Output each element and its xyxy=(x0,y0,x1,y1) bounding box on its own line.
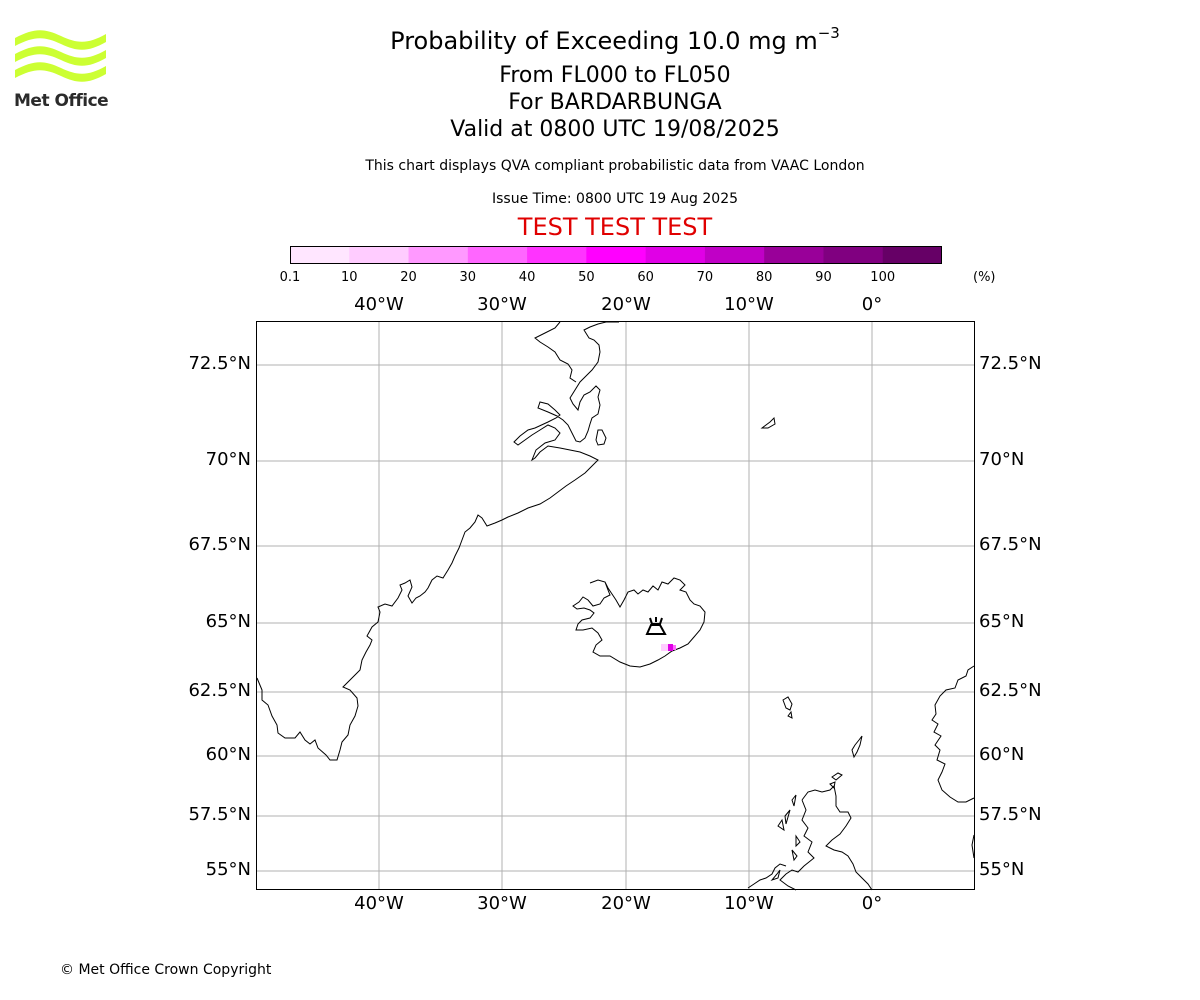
lat-label-left: 67.5°N xyxy=(188,534,251,555)
colorbar-segment xyxy=(467,246,528,264)
colorbar-tick-label: 30 xyxy=(459,270,477,285)
coastlines xyxy=(256,321,975,891)
lat-label-left: 60°N xyxy=(205,744,251,765)
lat-label-right: 72.5°N xyxy=(979,353,1042,374)
lat-label-left: 70°N xyxy=(205,449,251,470)
colorbar-segment xyxy=(882,246,942,264)
colorbar-tick-label: 90 xyxy=(815,270,832,285)
logo-text: Met Office xyxy=(14,91,109,111)
colorbar-segment xyxy=(764,246,824,264)
colorbar-tick-label: 10 xyxy=(340,270,358,285)
colorbar-segment xyxy=(408,246,469,264)
coastline-jan-mayen xyxy=(760,416,776,429)
lon-label-top: 10°W xyxy=(724,294,774,315)
lat-label-left: 62.5°N xyxy=(188,680,251,701)
colorbar-segment xyxy=(586,246,647,264)
colorbar-tick-label: 20 xyxy=(400,270,417,285)
lat-label-right: 62.5°N xyxy=(979,680,1042,701)
lon-label-top: 30°W xyxy=(477,294,527,315)
chart-title: Probability of Exceeding 10.0 mg m−3 xyxy=(390,24,840,55)
colorbar-segment xyxy=(527,246,587,264)
lat-label-right: 55°N xyxy=(979,859,1025,880)
lat-label-left: 57.5°N xyxy=(188,804,251,825)
lat-label-left: 72.5°N xyxy=(188,353,251,374)
lon-label-top: 20°W xyxy=(601,294,651,315)
lon-label-top: 40°W xyxy=(354,294,404,315)
colorbar-segment xyxy=(290,246,350,264)
coastline-shetland xyxy=(851,735,863,759)
colorbar-segment xyxy=(704,246,765,264)
ash-cell-mid xyxy=(668,644,673,651)
colorbar-tick-label: 50 xyxy=(578,270,595,285)
colorbar-frame xyxy=(290,246,942,264)
coastline-orkney xyxy=(829,772,843,790)
colorbar xyxy=(290,246,942,264)
colorbar-segment xyxy=(349,246,410,264)
lon-label-bottom: 30°W xyxy=(477,893,527,914)
colorbar-tick-label: 0.1 xyxy=(279,270,301,285)
coastline-greenland xyxy=(256,321,619,761)
coastline-faroe xyxy=(782,696,793,719)
volcano-name: For BARDARBUNGA xyxy=(508,90,722,115)
valid-time: Valid at 0800 UTC 19/08/2025 xyxy=(450,117,780,142)
lat-label-right: 60°N xyxy=(979,744,1025,765)
lat-label-right: 70°N xyxy=(979,449,1025,470)
colorbar-tick-label: 60 xyxy=(637,270,654,285)
lat-label-right: 67.5°N xyxy=(979,534,1042,555)
colorbar-tick-label: 70 xyxy=(696,270,714,285)
coastline-scotland xyxy=(747,784,873,891)
test-banner: TEST TEST TEST xyxy=(517,213,713,241)
volcano-icon xyxy=(645,617,667,635)
colorbar-tick-label: 80 xyxy=(755,270,773,285)
colorbar-tick-label: 40 xyxy=(518,270,536,285)
lat-label-right: 65°N xyxy=(979,611,1025,632)
coastline-norway xyxy=(931,665,975,803)
graticule xyxy=(257,322,974,889)
lat-label-right: 57.5°N xyxy=(979,804,1042,825)
lon-label-bottom: 20°W xyxy=(601,893,651,914)
lon-label-top: 0° xyxy=(861,294,883,315)
subtitle: This chart displays QVA compliant probab… xyxy=(365,158,865,174)
colorbar-segment xyxy=(823,246,884,264)
flight-level-range: From FL000 to FL050 xyxy=(499,63,731,88)
lat-label-left: 55°N xyxy=(205,859,251,880)
lon-label-bottom: 10°W xyxy=(724,893,774,914)
coastline-norway-tip xyxy=(971,834,975,859)
copyright: © Met Office Crown Copyright xyxy=(60,962,272,978)
coastline-iceland xyxy=(572,577,706,668)
ash-cell-low xyxy=(661,644,668,651)
lon-label-bottom: 40°W xyxy=(354,893,404,914)
issue-time: Issue Time: 0800 UTC 19 Aug 2025 xyxy=(491,191,739,207)
colorbar-tick-label: 100 xyxy=(870,270,896,285)
met-office-logo-icon xyxy=(15,30,106,82)
ash-probability-cells xyxy=(661,644,676,651)
lon-label-bottom: 0° xyxy=(861,893,883,914)
lat-label-left: 65°N xyxy=(205,611,251,632)
colorbar-segment xyxy=(645,246,706,264)
colorbar-unit: (%) xyxy=(973,270,996,285)
ash-cell-edge xyxy=(673,645,676,650)
map-frame xyxy=(256,321,975,890)
